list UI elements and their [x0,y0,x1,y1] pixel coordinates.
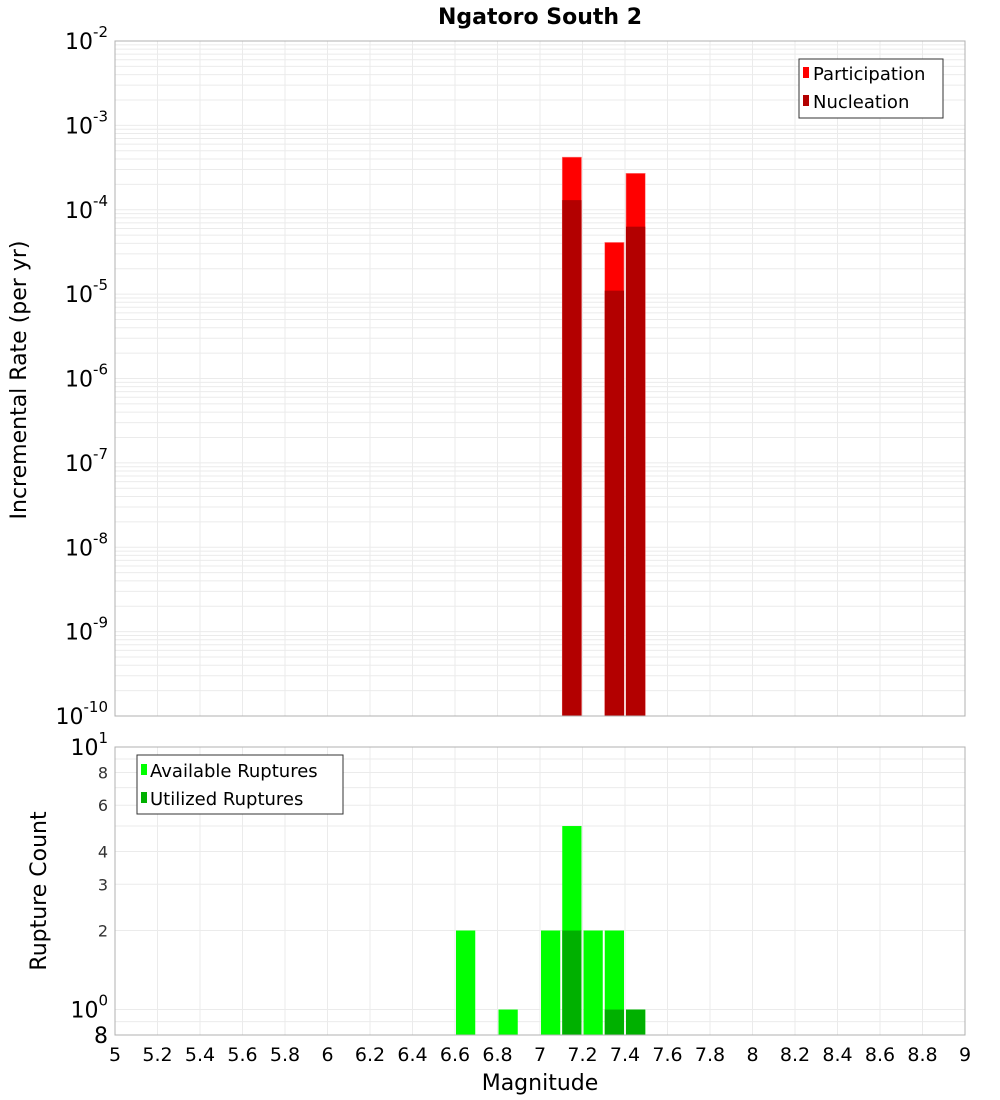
y-tick-label: 10-8 [65,529,108,561]
x-tick-label: 8.2 [780,1044,810,1066]
nucleation-bar [604,290,624,716]
x-tick-label: 5 [109,1044,121,1066]
available-bar [541,930,561,1035]
utilized-bar [626,1009,646,1035]
x-tick-label: 7 [534,1044,546,1066]
y-tick-label: 10-9 [65,614,108,646]
x-tick-label: 5.6 [227,1044,257,1066]
x-axis-label: Magnitude [482,1071,599,1096]
top-y-ticks: 10-2 10-3 10-4 10-5 10-6 10-7 10-8 10-9 10-10 [56,23,109,730]
y-tick-label: 10-5 [65,276,108,308]
x-tick-label: 7.4 [610,1044,640,1066]
y-tick-label: 10-2 [65,23,108,55]
top-grid [114,41,966,717]
legend-nucleation-swatch [803,95,809,106]
available-bar [456,930,476,1035]
y-tick-label: 10-3 [65,107,108,139]
y-tick-label: 10-10 [56,698,109,730]
y-tick-label: 2 [98,922,108,941]
x-tick-label: 7.8 [695,1044,725,1066]
top-plot-frame [114,40,966,717]
x-tick-label: 5.2 [142,1044,172,1066]
x-tick-label: 8 [746,1044,758,1066]
y-tick-label: 100 [70,992,108,1024]
x-tick-label: 6.6 [440,1044,470,1066]
x-tick-label: 6 [321,1044,333,1066]
legend-available-swatch [141,764,147,775]
x-tick-label: 8.4 [822,1044,852,1066]
utilized-bar [604,1009,624,1035]
x-tick-label: 6.2 [355,1044,385,1066]
y-tick-label: 3 [98,875,108,894]
legend-utilized-label: Utilized Ruptures [150,789,303,810]
x-tick-label: 8.6 [865,1044,895,1066]
y-tick-label: 101 [70,729,108,761]
x-tick-label: 6.4 [397,1044,427,1066]
x-tick-label: 7.6 [652,1044,682,1066]
bottom-legend: Available Ruptures Utilized Ruptures [136,754,344,815]
nucleation-bar [562,200,582,716]
available-bar [604,930,624,1035]
legend-nucleation-label: Nucleation [813,92,909,113]
x-tick-label: 6.8 [482,1044,512,1066]
top-bars [561,156,646,717]
bottom-plot-frame [114,746,966,1036]
top-y-axis-label: Incremental Rate (per yr) [7,241,32,520]
x-tick-label: 7.2 [567,1044,597,1066]
x-tick-label: 9 [959,1044,971,1066]
y-tick-label: 6 [98,796,108,815]
x-tick-label: 5.8 [270,1044,300,1066]
y-tick-label: 10-6 [65,361,108,393]
y-tick-label: 4 [98,842,108,861]
legend-participation-swatch [803,67,809,78]
y-tick-label: 10-4 [65,192,108,224]
x-ticks: 5 5.2 5.4 5.6 5.8 6 6.2 6.4 6.6 6.8 7 7.2 7.4 7.6 7.8 8… [109,1044,971,1066]
legend-utilized-swatch [141,792,147,803]
legend-available-label: Available Ruptures [150,761,318,782]
top-legend: Participation Nucleation [798,58,944,119]
y-tick-label: 8 [98,763,108,782]
utilized-bar [562,930,582,1035]
bottom-bars [456,826,646,1035]
x-tick-label: 8.8 [907,1044,937,1066]
chart-title: Ngatoro South 2 [438,5,642,30]
available-bar [583,930,603,1035]
y-tick-label: 10-7 [65,445,108,477]
available-bar [498,1009,518,1035]
legend-participation-label: Participation [813,64,925,85]
bottom-y-axis-label: Rupture Count [27,811,52,971]
y-tick-label: 8 [94,1024,108,1049]
x-tick-label: 5.4 [185,1044,215,1066]
nucleation-bar [626,226,646,716]
bottom-y-ticks: 101 100 2 3 4 6 8 8 [70,729,108,1049]
